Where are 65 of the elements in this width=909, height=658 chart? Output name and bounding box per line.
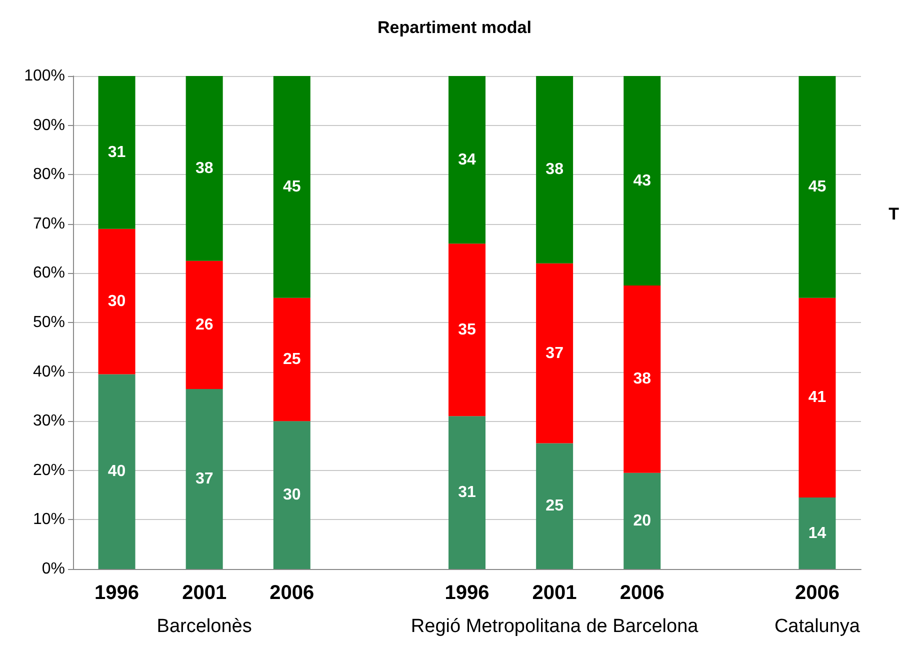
y-tick-label: 50%: [32, 314, 65, 331]
bar: [798, 498, 836, 569]
x-tick-label: 2001: [532, 582, 577, 604]
text: Regió Metropolitana de Barcelona: [410, 616, 699, 637]
data-label: 45: [282, 178, 301, 196]
data-label: 37: [195, 470, 214, 488]
data-label: 26: [195, 316, 214, 334]
bar: [536, 443, 574, 569]
data-label: 31: [458, 484, 476, 502]
bar: [536, 76, 574, 264]
bar: [624, 472, 661, 569]
y-tick-label: 20%: [32, 462, 65, 479]
data-label: 30: [108, 293, 126, 310]
bar: [448, 76, 486, 244]
data-label: 41: [808, 389, 826, 406]
data-label: 40: [108, 463, 126, 480]
bar: [536, 263, 574, 444]
data-label: 25: [282, 350, 301, 368]
bar: [186, 260, 223, 390]
y-tick-label: 30%: [32, 412, 65, 430]
data-label: 43: [633, 172, 652, 190]
data-label: 38: [195, 160, 214, 177]
x-tick-label: 1996: [444, 582, 490, 604]
data-label: 14: [808, 524, 826, 542]
y-tick-label: 70%: [32, 215, 65, 232]
data-label: 37: [546, 344, 564, 362]
bar: [624, 76, 661, 286]
data-label: 20: [633, 512, 652, 530]
x-tick-label: 2006: [270, 582, 314, 604]
y-tick-label: 40%: [32, 363, 65, 380]
bar: [98, 374, 136, 569]
bar: [273, 76, 310, 298]
text: Barcelonès: [156, 616, 252, 637]
bar: [186, 76, 223, 261]
bar: [98, 76, 136, 229]
text: T: [888, 204, 900, 224]
bar: [273, 421, 310, 569]
bar: [273, 298, 310, 422]
bar: [798, 76, 836, 298]
y-tick-label: 80%: [32, 166, 65, 184]
data-label: 38: [633, 370, 652, 388]
data-label: 34: [458, 151, 476, 168]
y-tick-label: 90%: [32, 116, 65, 134]
y-tick-label: 10%: [32, 511, 65, 528]
bar: [186, 389, 223, 569]
data-label: 31: [108, 144, 126, 161]
chart-title: Repartiment modal: [378, 18, 532, 37]
text: Catalunya: [774, 616, 860, 637]
bar: [624, 286, 661, 473]
y-tick-label: 100%: [24, 68, 65, 84]
data-label: 38: [546, 161, 564, 178]
data-label: 35: [458, 321, 476, 338]
data-label: 45: [808, 178, 826, 196]
bar: [798, 298, 836, 498]
bar: [448, 416, 486, 569]
x-tick-label: 2006: [620, 582, 664, 604]
x-tick-label: 2001: [182, 582, 227, 604]
data-label: 25: [546, 498, 564, 515]
x-tick-label: 1996: [94, 582, 140, 604]
y-tick-label: 0%: [42, 560, 65, 578]
bar: [98, 228, 136, 374]
y-tick-label: 60%: [32, 264, 65, 282]
x-tick-label: 2006: [794, 582, 840, 604]
data-label: 30: [282, 486, 301, 504]
bar: [448, 244, 486, 416]
